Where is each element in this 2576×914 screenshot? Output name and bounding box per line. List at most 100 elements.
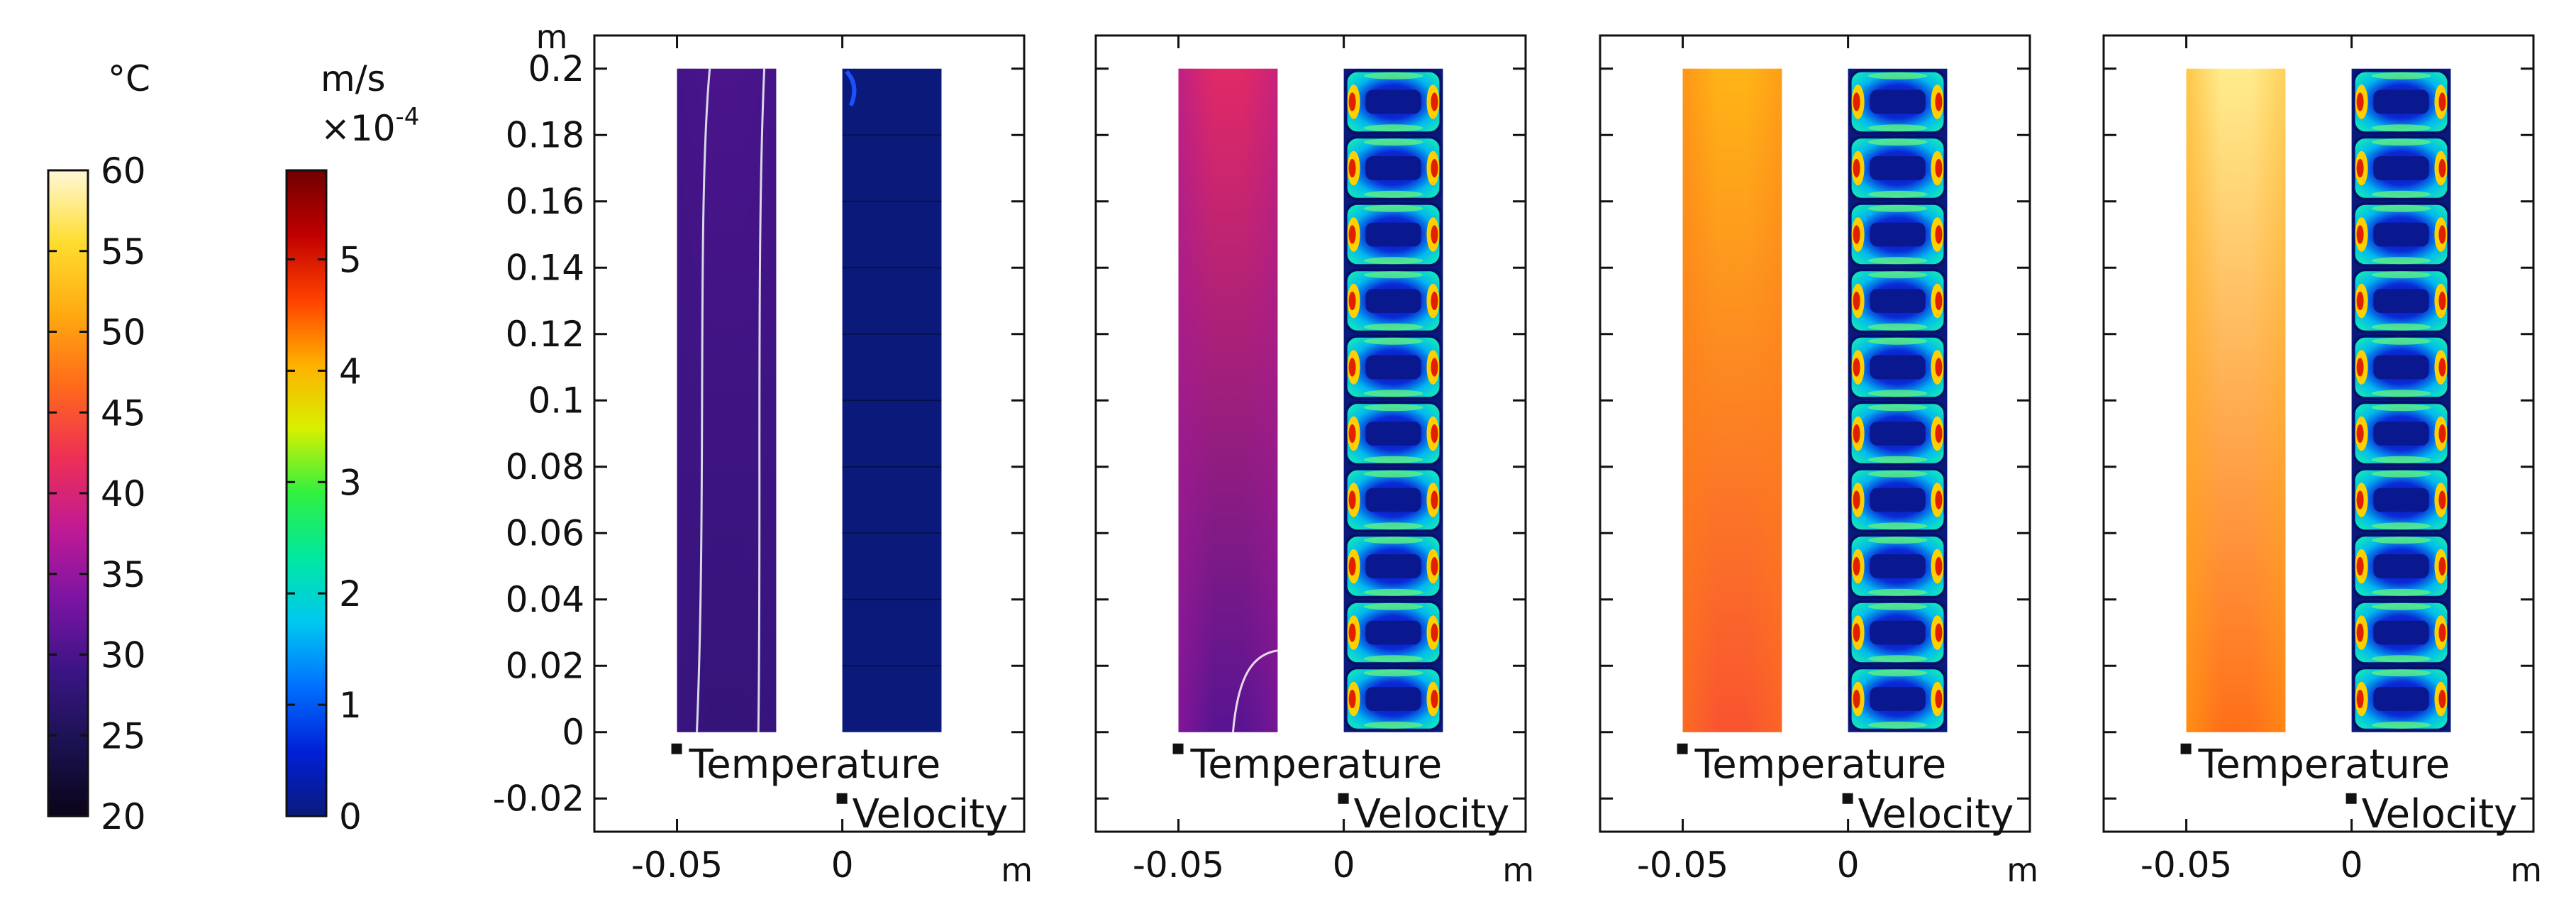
convection-cell — [2352, 334, 2450, 400]
temperature-domain-marker — [1172, 743, 1184, 754]
convection-cell — [1848, 467, 1947, 533]
temperature-domain-label: Temperature — [1190, 742, 1443, 788]
velocity-colorbar-ticks: 0 1 2 3 4 5 — [287, 240, 362, 837]
colorbar-tick-label: 50 — [101, 312, 146, 353]
velocity-domain-label: Velocity — [1354, 791, 1510, 837]
temperature-domain-label: Temperature — [689, 742, 941, 788]
isotherm-line — [757, 68, 766, 732]
convection-cell — [1848, 666, 1947, 732]
temperature-colorbar-ticks: 20 25 30 35 40 45 50 55 60 — [48, 150, 146, 837]
velocity-domain-marker — [1842, 793, 1853, 804]
convection-cell — [2352, 467, 2450, 533]
y-tick-label: 0.12 — [506, 314, 584, 355]
plot-frame — [1599, 34, 2031, 833]
colorbar-tick-label: 40 — [101, 473, 146, 514]
y-axis-unit: m — [536, 18, 568, 56]
convection-cell — [1848, 69, 1947, 135]
temperature-colorbar: °C 20 25 30 35 40 45 50 55 60 — [47, 58, 150, 837]
x-tick-label: -0.05 — [1637, 844, 1728, 886]
convection-cell — [2352, 401, 2450, 466]
convection-cell — [1848, 401, 1947, 466]
plot-frame — [593, 34, 1026, 833]
convection-cell — [1344, 467, 1443, 533]
y-tick-label: 0.18 — [506, 114, 584, 155]
velocity-wisp — [845, 70, 857, 106]
velocity-domain-label: Velocity — [853, 791, 1009, 837]
isotherm-line — [1231, 649, 1278, 732]
y-tick-label: 0.16 — [506, 181, 584, 222]
velocity-colorbar-multiplier: ×10-4 — [321, 103, 419, 149]
convection-cell — [1344, 666, 1443, 732]
temperature-domain-marker — [2180, 743, 2192, 754]
velocity-domain-label: Velocity — [1858, 791, 2014, 837]
x-axis-unit: m — [2510, 851, 2542, 889]
temperature-field-shading — [1178, 68, 1278, 732]
y-tick-label: -0.02 — [493, 778, 584, 819]
plot-frame — [1094, 34, 1527, 833]
convection-cell — [1344, 136, 1443, 201]
isotherm-line — [696, 68, 711, 732]
convection-cell — [1848, 202, 1947, 268]
colorbar-tick-label: 0 — [339, 796, 362, 837]
temperature-field-shading — [2186, 68, 2286, 732]
convection-cell — [1344, 69, 1443, 135]
x-tick-label: -0.05 — [631, 844, 723, 886]
colorbar-tick-label: 3 — [339, 462, 362, 503]
convection-cell — [1848, 334, 1947, 400]
x-tick-label: 0 — [831, 844, 854, 886]
convection-cell — [1344, 334, 1443, 400]
convection-cell — [1848, 534, 1947, 599]
colorbar-tick-label: 55 — [101, 231, 146, 272]
y-tick-label: 0.2 — [528, 48, 584, 89]
colorbar-tick-label: 1 — [339, 685, 362, 726]
velocity-colorbar-title: m/s — [321, 58, 386, 99]
temperature-field-shading — [1682, 68, 1782, 732]
plot-panels: -0.02 0 0.02 0.04 0.06 0.08 0.1 0.12 0.14 0.16 0.1… — [493, 18, 2542, 889]
convection-cell — [2352, 202, 2450, 268]
colorbar-tick-label: 60 — [101, 150, 146, 192]
colorbar-tick-label: 30 — [101, 635, 146, 676]
convection-cell — [1344, 268, 1443, 334]
panel-1: -0.02 0 0.02 0.04 0.06 0.08 0.1 0.12 0.14 0.16 0.1… — [493, 18, 1033, 889]
temperature-colorbar-title: °C — [108, 58, 150, 99]
convection-cell — [1848, 136, 1947, 201]
convection-cell — [2352, 534, 2450, 599]
convection-cell — [1344, 534, 1443, 599]
x-tick-label: -0.05 — [1133, 844, 1224, 886]
convection-cell — [1344, 401, 1443, 466]
temperature-domain-label: Temperature — [2198, 742, 2450, 788]
y-tick-label: 0.08 — [506, 446, 584, 488]
convection-cell — [1848, 268, 1947, 334]
colorbar-tick-label: 35 — [101, 554, 146, 595]
colorbar-tick-label: 5 — [339, 240, 362, 281]
velocity-domain-marker — [2345, 793, 2357, 804]
velocity-domain-marker — [1338, 793, 1349, 804]
colorbar-tick-label: 2 — [339, 573, 362, 615]
convection-cell — [2352, 136, 2450, 201]
temperature-domain-marker — [671, 743, 682, 754]
x-tick-label: 0 — [2341, 844, 2363, 886]
y-tick-label: 0.02 — [506, 645, 584, 686]
velocity-colorbar-gradient — [285, 169, 328, 817]
convection-cell — [1344, 202, 1443, 268]
velocity-domain-marker — [836, 793, 848, 804]
convection-cell — [2352, 666, 2450, 732]
velocity-domain-label: Velocity — [2362, 791, 2518, 837]
convection-cell — [2352, 600, 2450, 666]
y-tick-label: 0.04 — [506, 579, 584, 620]
temperature-domain-label: Temperature — [1694, 742, 1947, 788]
plot-frame — [2102, 34, 2535, 833]
x-tick-label: 0 — [1837, 844, 1860, 886]
convection-cell — [2352, 69, 2450, 135]
x-axis-unit: m — [2006, 851, 2038, 889]
y-tick-label: 0.14 — [506, 247, 584, 288]
x-tick-label: -0.05 — [2141, 844, 2232, 886]
convection-cell — [1344, 600, 1443, 666]
y-tick-label: 0 — [562, 712, 584, 753]
convection-cell — [1848, 600, 1947, 666]
colorbar-tick-label: 45 — [101, 392, 146, 434]
